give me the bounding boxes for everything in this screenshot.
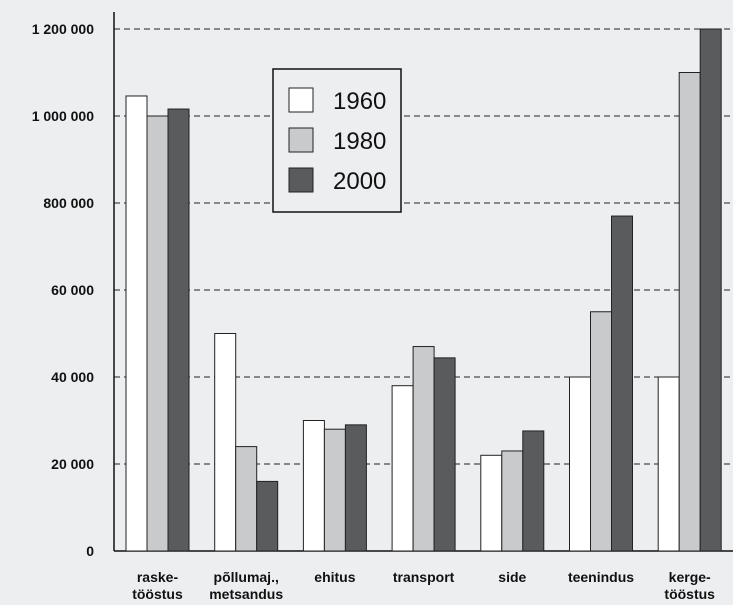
- y-tick-label: 60 000: [51, 282, 94, 298]
- bar-2000-5: [611, 215, 633, 552]
- bar-1960-3: [391, 385, 414, 552]
- legend: 1960 1980 2000: [272, 68, 402, 213]
- bar-1960-2: [302, 420, 325, 552]
- y-tick-label: 0: [86, 543, 94, 559]
- bar-2000-2: [344, 424, 367, 552]
- y-tick-label: 20 000: [51, 456, 94, 472]
- x-tick-label: raske-: [137, 569, 179, 585]
- bar-1960-5: [569, 376, 591, 552]
- bar-1980-5: [590, 311, 612, 552]
- bar-1980-4: [501, 450, 524, 552]
- y-tick-label: 1 200 000: [32, 21, 94, 37]
- legend-label: 2000: [333, 168, 386, 195]
- x-tick-label: tööstus: [132, 586, 183, 602]
- legend-label: 1960: [333, 88, 386, 115]
- bar-1960-0: [125, 95, 148, 552]
- bar-1960-4: [480, 454, 503, 552]
- bar-1980-1: [235, 446, 258, 552]
- bar-1980-0: [146, 115, 169, 552]
- legend-swatch-1960: [288, 87, 314, 113]
- x-tick-label: kerge-: [669, 569, 711, 585]
- x-tick-label: side: [498, 569, 526, 585]
- bars: [125, 28, 722, 552]
- y-tick-label: 40 000: [51, 369, 94, 385]
- y-tick-label: 800 000: [43, 195, 94, 211]
- legend-swatch-2000: [288, 167, 314, 193]
- bar-2000-3: [433, 357, 456, 552]
- x-tick-label: metsandus: [209, 586, 283, 602]
- bar-1980-6: [678, 72, 701, 552]
- legend-swatch-1980: [288, 127, 314, 153]
- bar-1960-1: [214, 333, 237, 552]
- bar-2000-0: [167, 108, 190, 552]
- bar-1980-2: [323, 428, 346, 552]
- y-tick-label: 1 000 000: [32, 108, 94, 124]
- y-tick-labels: 0 20 000 40 000 60 000 800 000 1 000 000 1 200…: [32, 21, 95, 559]
- x-tick-label: transport: [393, 569, 455, 585]
- bar-1960-6: [657, 376, 680, 552]
- x-tick-label: teenindus: [568, 569, 634, 585]
- bar-2000-6: [699, 28, 722, 552]
- bar-2000-4: [522, 430, 545, 552]
- legend-label: 1980: [333, 128, 386, 155]
- bar-1980-3: [412, 346, 435, 552]
- x-tick-label: põllumaj.,: [214, 569, 279, 585]
- x-tick-labels: raske-tööstus põllumaj.,metsandus ehitus tr…: [132, 569, 715, 602]
- x-tick-label: ehitus: [314, 569, 355, 585]
- bar-2000-1: [256, 480, 279, 552]
- x-tick-label: tööstus: [664, 586, 715, 602]
